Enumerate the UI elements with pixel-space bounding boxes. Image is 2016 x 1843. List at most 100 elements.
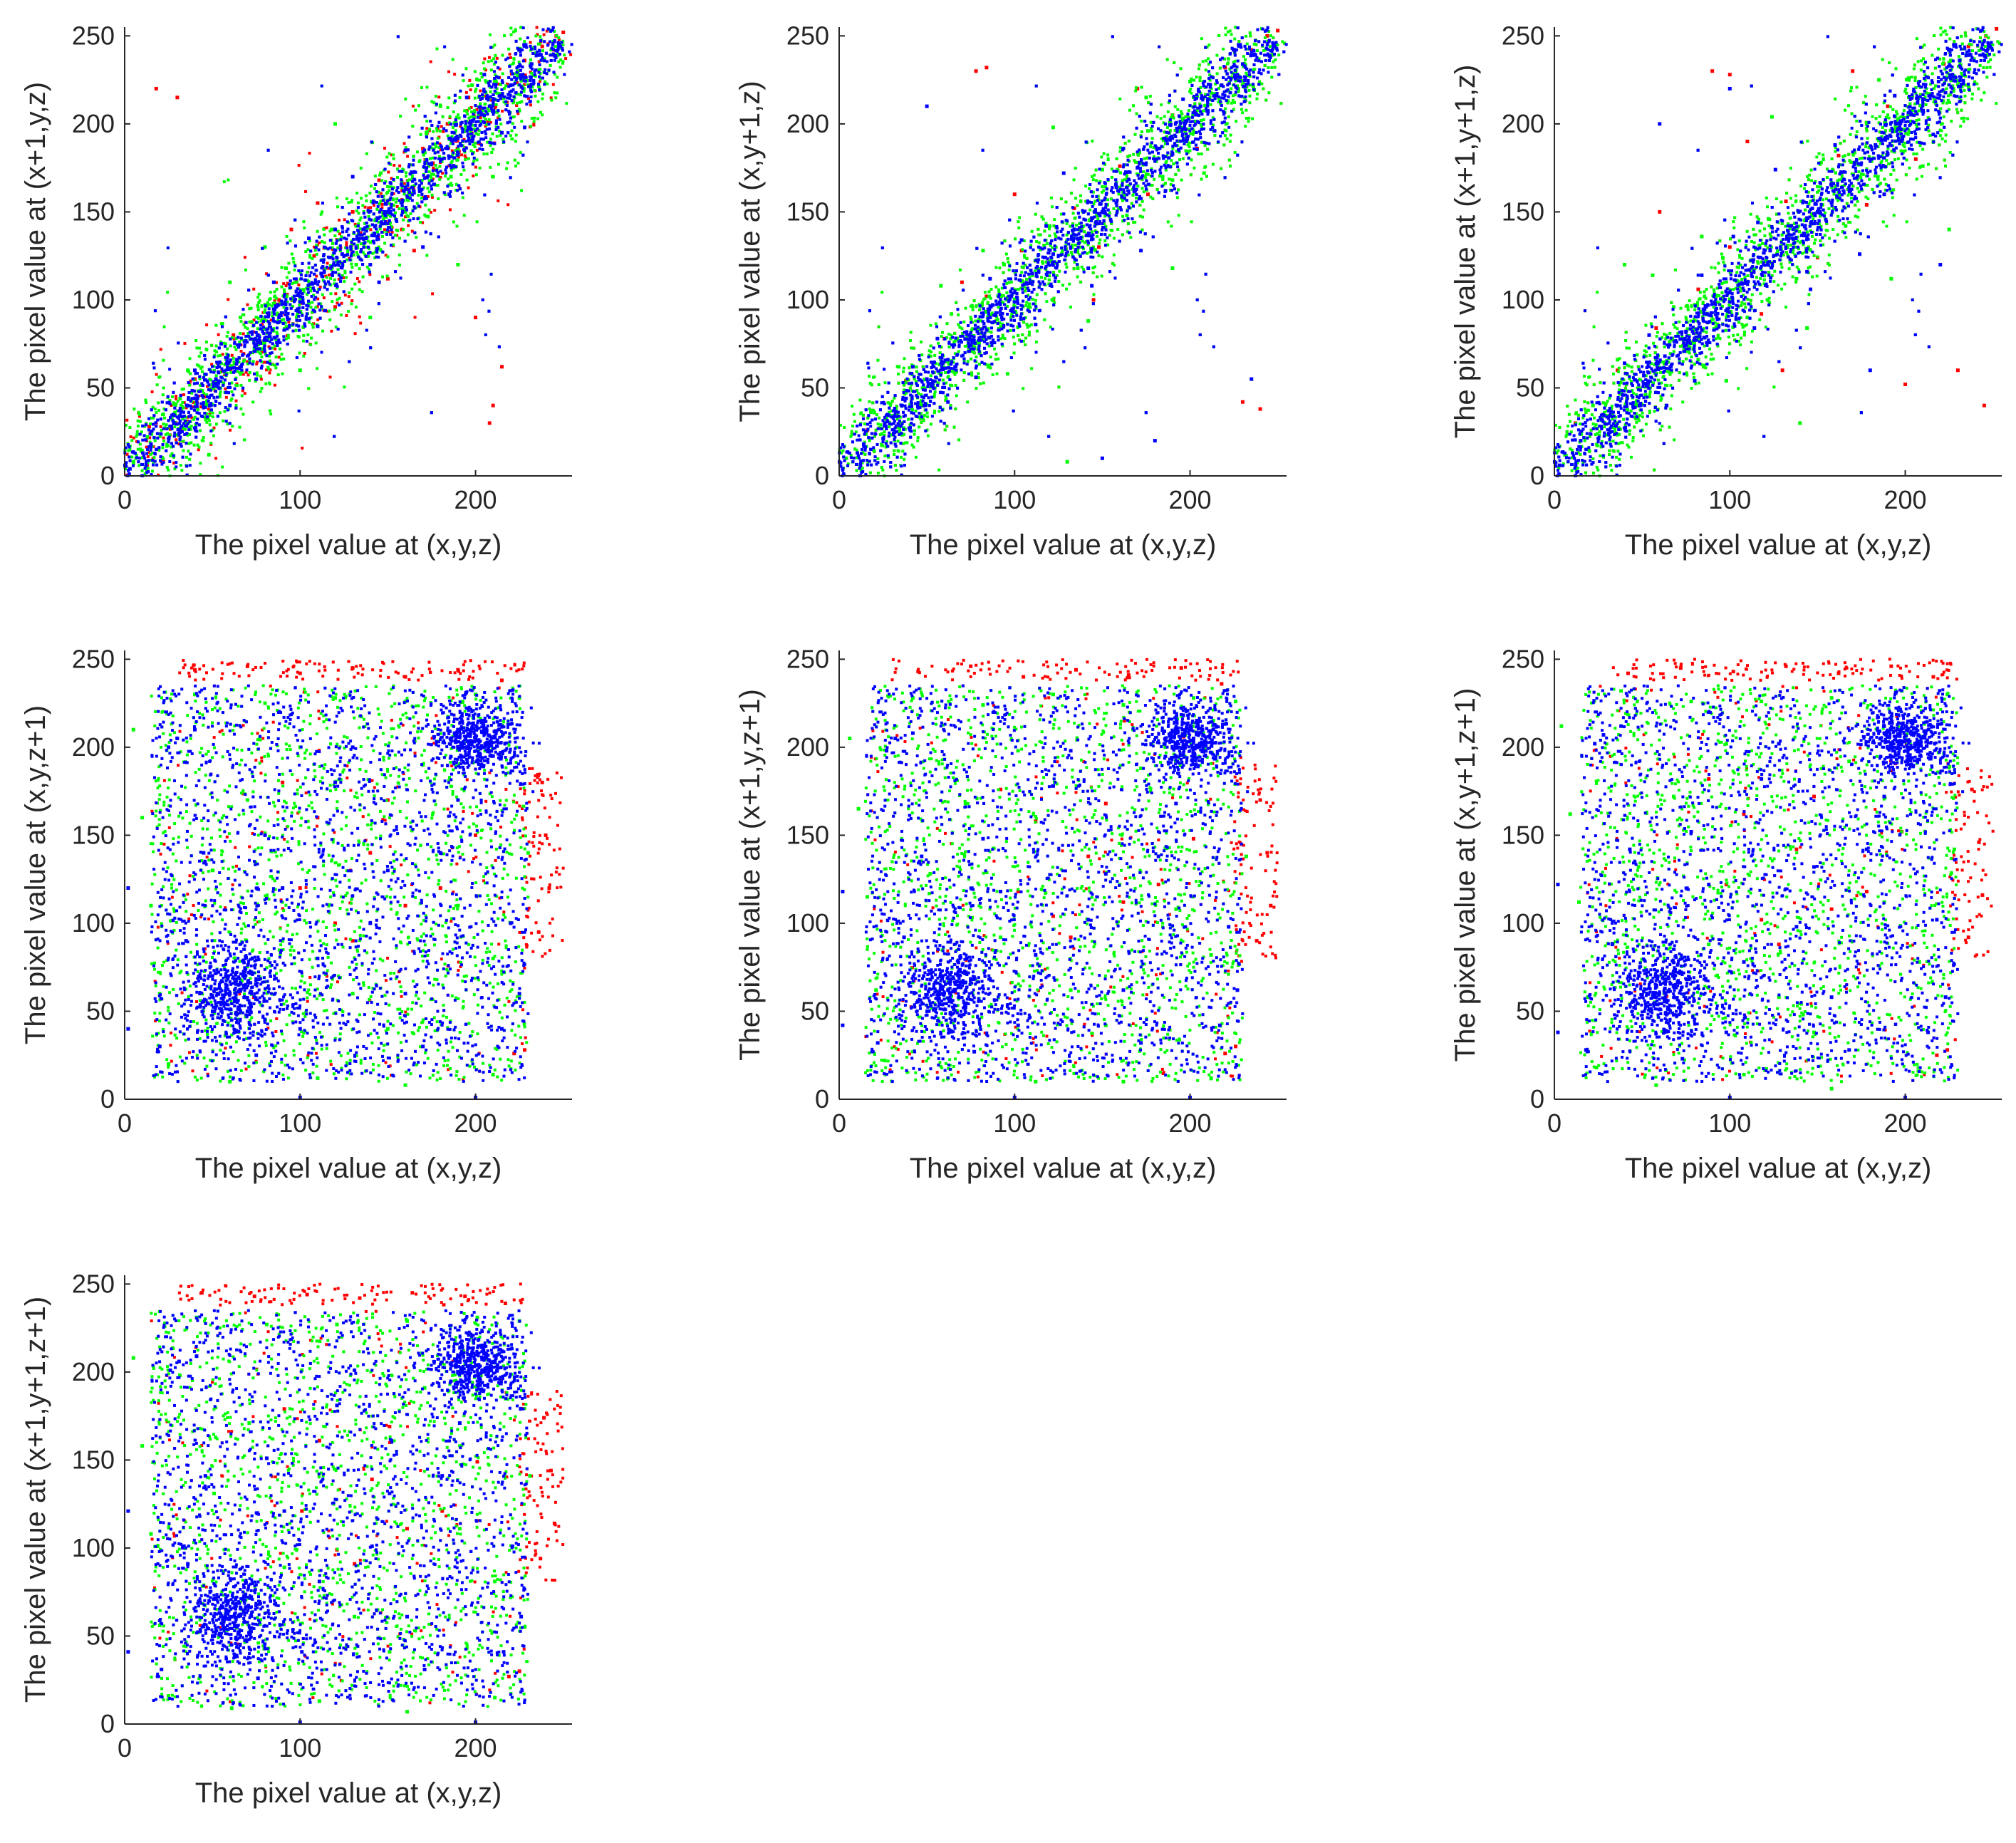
scatter-point bbox=[230, 397, 234, 400]
scatter-point bbox=[187, 427, 191, 431]
scatter-point bbox=[417, 193, 420, 197]
scatter-point bbox=[276, 333, 279, 336]
scatter-point bbox=[468, 78, 472, 82]
scatter-point bbox=[425, 134, 428, 137]
scatter-point bbox=[523, 94, 526, 98]
scatter-point bbox=[330, 329, 333, 333]
scatter-point bbox=[534, 51, 537, 55]
scatter-point bbox=[280, 318, 284, 322]
scatter-point bbox=[180, 407, 184, 410]
scatter-point bbox=[206, 380, 209, 384]
scatter-point bbox=[406, 195, 410, 199]
scatter-point bbox=[411, 185, 415, 189]
scatter-point bbox=[380, 206, 384, 209]
scatter-point bbox=[539, 53, 542, 56]
scatter-point bbox=[340, 301, 343, 305]
scatter-point bbox=[461, 128, 464, 131]
scatter-point bbox=[135, 433, 139, 437]
scatter-point bbox=[452, 110, 455, 113]
scatter-point bbox=[561, 43, 565, 46]
scatter-point bbox=[389, 233, 393, 237]
scatter-point bbox=[317, 248, 321, 251]
scatter-point bbox=[359, 242, 363, 246]
scatter-point bbox=[493, 43, 497, 47]
scatter-point bbox=[535, 53, 539, 57]
scatter-point bbox=[477, 133, 480, 136]
scatter-point bbox=[308, 274, 311, 278]
scatter-point bbox=[207, 400, 210, 403]
scatter-point bbox=[362, 237, 365, 241]
scatter-point bbox=[435, 103, 438, 106]
scatter-point bbox=[243, 256, 246, 259]
scatter-point bbox=[322, 261, 326, 264]
scatter-point bbox=[164, 433, 167, 437]
scatter-point bbox=[472, 115, 475, 118]
scatter-point bbox=[431, 177, 435, 181]
scatter-point bbox=[486, 113, 489, 116]
y-axis-label: The pixel value at (x+1,y,z) bbox=[20, 82, 51, 421]
scatter-point bbox=[390, 224, 393, 228]
scatter-point bbox=[257, 301, 261, 304]
scatter-point bbox=[185, 432, 189, 435]
scatter-point bbox=[199, 473, 202, 477]
scatter-point bbox=[318, 316, 322, 320]
scatter-point bbox=[295, 356, 298, 360]
scatter-point bbox=[511, 83, 515, 87]
scatter-point bbox=[385, 216, 388, 219]
scatter-point bbox=[275, 331, 279, 334]
scatter-point bbox=[345, 220, 349, 224]
scatter-point bbox=[398, 164, 402, 167]
scatter-point bbox=[198, 375, 202, 378]
scatter-point bbox=[407, 188, 411, 192]
scatter-point bbox=[473, 145, 477, 149]
scatter-point bbox=[245, 360, 249, 363]
scatter-point bbox=[172, 413, 176, 417]
scatter-point bbox=[241, 332, 245, 336]
scatter-point bbox=[211, 411, 214, 415]
scatter-point bbox=[526, 83, 529, 86]
scatter-point bbox=[160, 400, 164, 404]
scatter-point bbox=[502, 95, 506, 98]
scatter-point bbox=[430, 137, 434, 140]
scatter-point bbox=[462, 168, 466, 172]
scatter-point bbox=[262, 328, 266, 331]
scatter-point bbox=[273, 363, 276, 367]
scatter-point bbox=[283, 293, 286, 296]
scatter-point bbox=[457, 155, 460, 159]
scatter-point bbox=[185, 422, 188, 425]
scatter-point bbox=[422, 186, 425, 190]
scatter-point bbox=[252, 347, 256, 351]
scatter-point bbox=[385, 199, 389, 203]
scatter-point bbox=[454, 138, 458, 142]
scatter-point bbox=[196, 371, 199, 375]
scatter-point bbox=[182, 401, 186, 405]
scatter-point bbox=[533, 88, 536, 92]
scatter-point bbox=[231, 336, 234, 339]
scatter-point bbox=[519, 50, 522, 53]
scatter-point bbox=[1059, 212, 1063, 216]
scatter-point bbox=[359, 250, 363, 254]
scatter-point bbox=[439, 175, 442, 179]
scatter-point bbox=[470, 138, 474, 142]
scatter-point bbox=[323, 280, 326, 284]
scatter-point bbox=[367, 206, 370, 209]
scatter-point bbox=[513, 72, 516, 76]
scatter-point bbox=[439, 129, 442, 133]
scatter-point bbox=[252, 341, 256, 345]
scatter-point bbox=[155, 425, 158, 428]
scatter-point bbox=[155, 432, 159, 435]
scatter-point bbox=[239, 320, 243, 323]
scatter-point bbox=[454, 115, 458, 119]
scatter-point bbox=[128, 455, 131, 459]
scatter-point bbox=[167, 419, 170, 422]
scatter-point bbox=[254, 316, 258, 319]
scatter-point bbox=[460, 144, 464, 147]
scatter-point bbox=[246, 373, 250, 377]
scatter-point bbox=[378, 173, 382, 177]
scatter-point bbox=[532, 120, 536, 123]
scatter-point bbox=[341, 274, 344, 277]
scatter-point bbox=[238, 343, 241, 346]
scatter-point bbox=[155, 447, 158, 451]
scatter-point bbox=[286, 312, 290, 316]
